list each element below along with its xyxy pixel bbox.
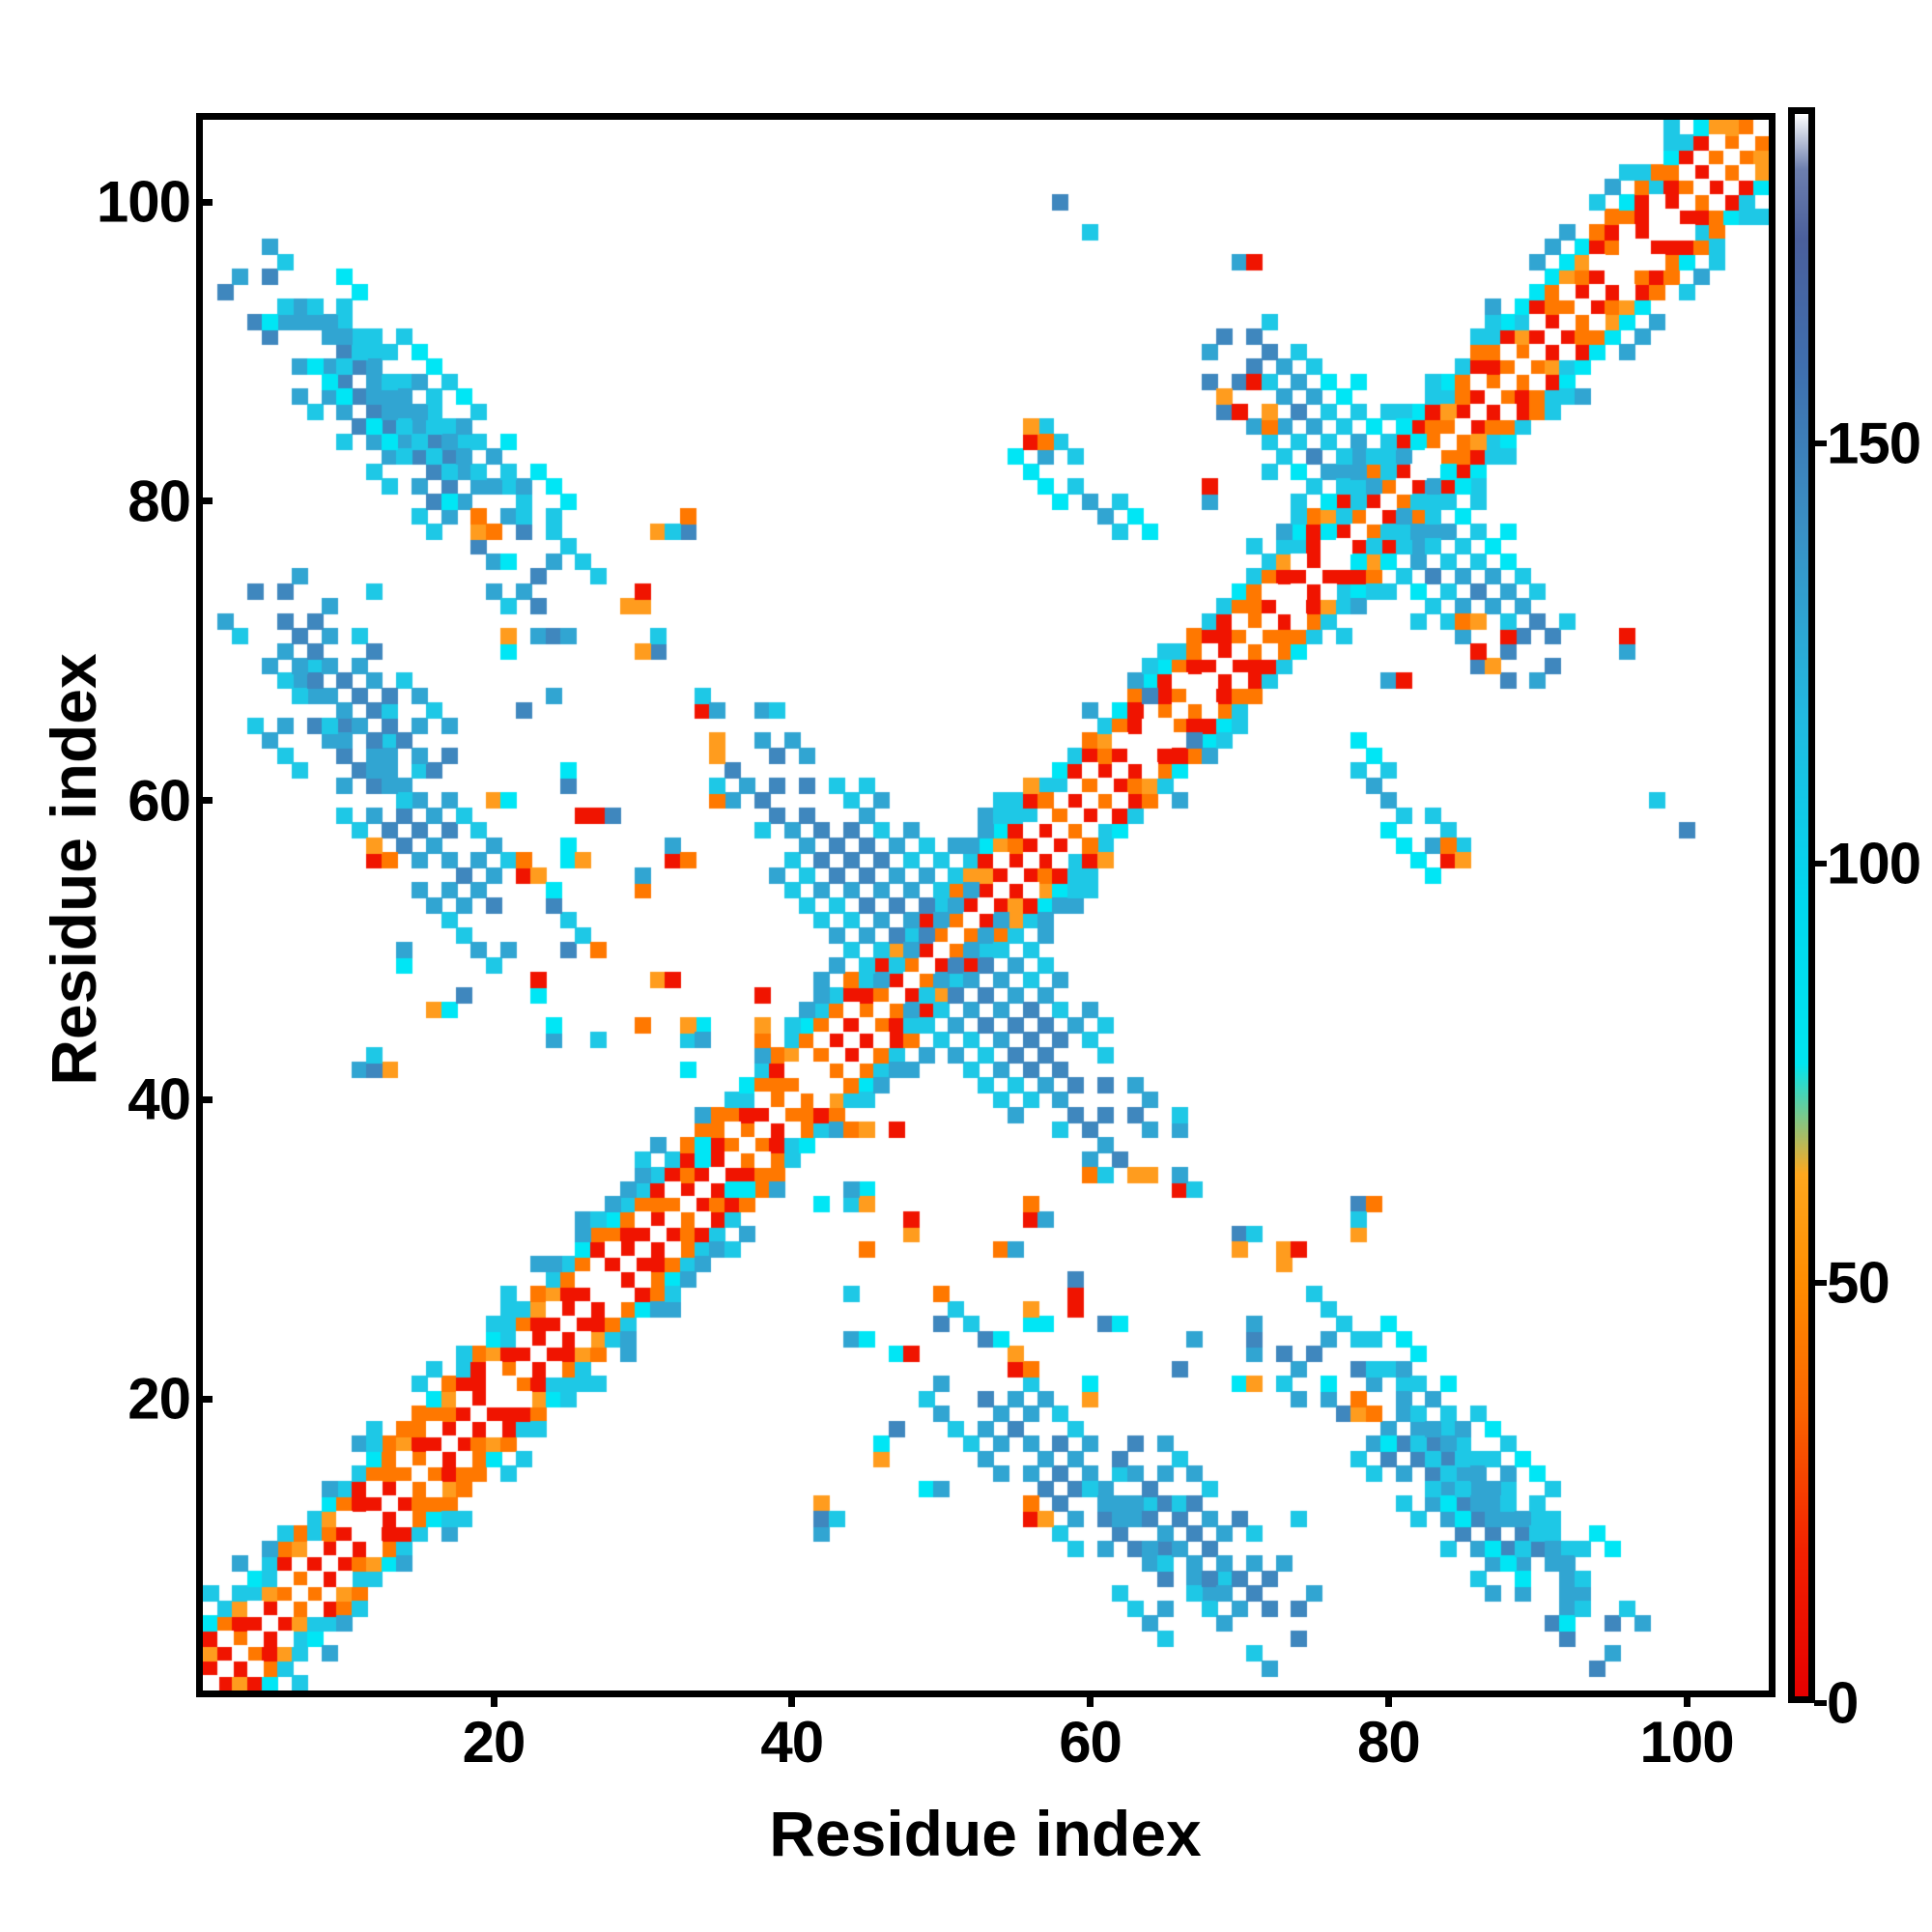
x-tick-mark bbox=[490, 1690, 497, 1707]
colorbar-tick-label: 100 bbox=[1827, 831, 1921, 896]
colorbar-tick-mark bbox=[1814, 1700, 1827, 1706]
y-tick-label: 80 bbox=[128, 469, 191, 534]
y-tick-label: 20 bbox=[128, 1366, 191, 1432]
x-tick-label: 100 bbox=[1639, 1710, 1735, 1775]
y-tick-mark bbox=[196, 797, 213, 805]
x-tick-label: 20 bbox=[462, 1710, 526, 1775]
colorbar-tick-label: 0 bbox=[1827, 1670, 1859, 1736]
contact-map-canvas[interactable] bbox=[203, 120, 1769, 1690]
x-tick-mark bbox=[1087, 1690, 1094, 1707]
y-tick-label: 40 bbox=[128, 1066, 191, 1132]
colorbar-tick-mark bbox=[1814, 440, 1827, 446]
y-tick-mark bbox=[196, 198, 213, 206]
x-axis-title: Residue index bbox=[769, 1798, 1202, 1869]
x-tick-mark bbox=[788, 1690, 796, 1707]
x-tick-label: 40 bbox=[760, 1710, 824, 1775]
x-tick-mark bbox=[1384, 1690, 1392, 1707]
colorbar-tick-mark bbox=[1814, 1280, 1827, 1287]
colorbar[interactable] bbox=[1788, 107, 1815, 1703]
y-tick-label: 100 bbox=[96, 169, 191, 235]
x-tick-label: 60 bbox=[1059, 1710, 1122, 1775]
contact-map-plot-area[interactable] bbox=[196, 113, 1776, 1697]
x-tick-label: 80 bbox=[1356, 1710, 1421, 1775]
colorbar-gradient bbox=[1795, 114, 1808, 1696]
y-tick-mark bbox=[196, 1095, 213, 1103]
y-axis-title: Residue index bbox=[38, 653, 109, 1086]
x-tick-mark bbox=[1683, 1690, 1690, 1707]
y-tick-mark bbox=[196, 1395, 213, 1403]
colorbar-tick-mark bbox=[1814, 860, 1827, 867]
colorbar-tick-label: 150 bbox=[1827, 411, 1921, 476]
colorbar-tick-label: 50 bbox=[1827, 1250, 1890, 1316]
y-tick-mark bbox=[196, 497, 213, 505]
y-tick-label: 60 bbox=[128, 768, 191, 834]
